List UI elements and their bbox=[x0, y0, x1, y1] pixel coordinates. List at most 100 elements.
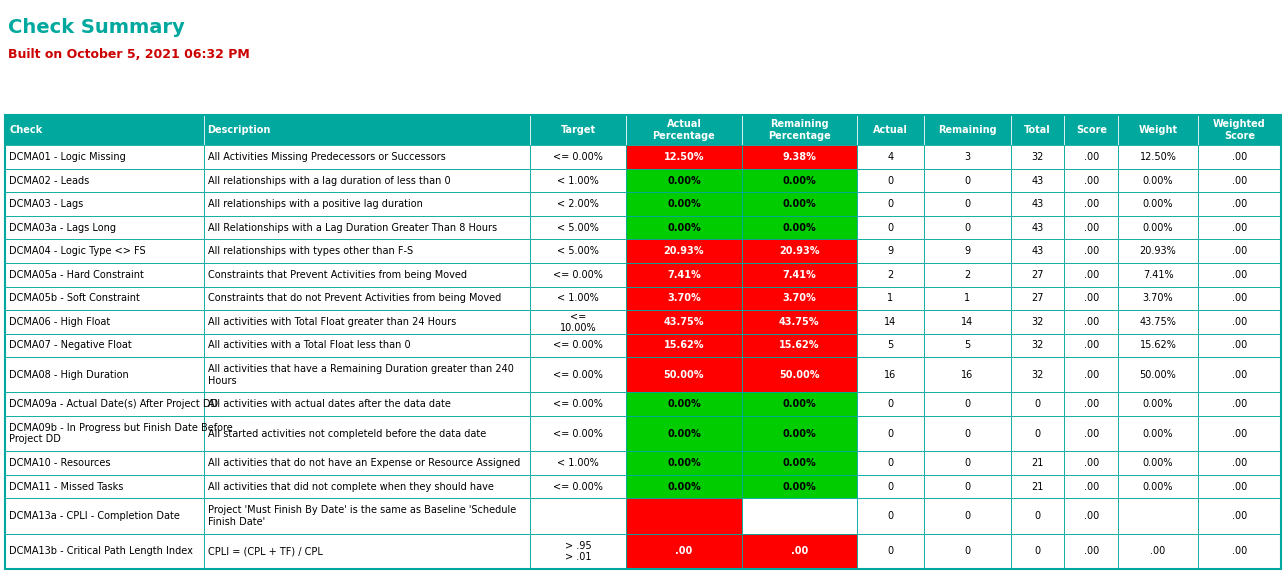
Text: .00: .00 bbox=[1231, 429, 1247, 439]
Bar bbox=[1118, 333, 1198, 357]
Text: .00: .00 bbox=[1231, 546, 1247, 556]
Bar bbox=[856, 115, 923, 146]
Text: 0: 0 bbox=[1035, 546, 1040, 556]
Bar bbox=[742, 499, 856, 533]
Bar bbox=[856, 263, 923, 286]
Text: DCMA02 - Leads: DCMA02 - Leads bbox=[9, 175, 90, 186]
Text: .00: .00 bbox=[1084, 317, 1099, 327]
Bar bbox=[5, 416, 204, 452]
Text: .00: .00 bbox=[1084, 399, 1099, 409]
Text: 20.93%: 20.93% bbox=[779, 246, 819, 256]
Bar bbox=[1118, 393, 1198, 416]
Text: 0: 0 bbox=[964, 399, 971, 409]
Text: All relationships with types other than F-S: All relationships with types other than … bbox=[208, 246, 412, 256]
Text: 7.41%: 7.41% bbox=[1143, 270, 1174, 280]
Bar bbox=[627, 263, 742, 286]
Text: DCMA03a - Lags Long: DCMA03a - Lags Long bbox=[9, 223, 116, 233]
Bar bbox=[530, 286, 627, 310]
Bar bbox=[1118, 533, 1198, 569]
Bar bbox=[204, 333, 530, 357]
Text: All relationships with a lag duration of less than 0: All relationships with a lag duration of… bbox=[208, 175, 451, 186]
Bar bbox=[923, 393, 1011, 416]
Text: DCMA05a - Hard Constraint: DCMA05a - Hard Constraint bbox=[9, 270, 144, 280]
Text: .00: .00 bbox=[1231, 199, 1247, 209]
Text: 3: 3 bbox=[964, 152, 971, 162]
Bar bbox=[530, 146, 627, 169]
Bar bbox=[923, 240, 1011, 263]
Text: .00: .00 bbox=[1231, 458, 1247, 468]
Text: .00: .00 bbox=[1231, 317, 1247, 327]
Text: 0: 0 bbox=[1035, 429, 1040, 439]
Bar bbox=[627, 286, 742, 310]
Text: DCMA01 - Logic Missing: DCMA01 - Logic Missing bbox=[9, 152, 126, 162]
Bar bbox=[742, 357, 856, 393]
Bar bbox=[204, 452, 530, 475]
Text: 0.00%: 0.00% bbox=[782, 429, 817, 439]
Bar bbox=[530, 499, 627, 533]
Text: 9: 9 bbox=[887, 246, 894, 256]
Text: 0: 0 bbox=[887, 546, 894, 556]
Bar bbox=[1064, 193, 1118, 216]
Bar bbox=[1011, 286, 1064, 310]
Bar bbox=[1011, 146, 1064, 169]
Text: .00: .00 bbox=[1231, 152, 1247, 162]
Bar bbox=[856, 286, 923, 310]
Text: 0.00%: 0.00% bbox=[1143, 223, 1174, 233]
Bar bbox=[1064, 169, 1118, 193]
Text: 2: 2 bbox=[964, 270, 971, 280]
Bar bbox=[530, 169, 627, 193]
Text: 0: 0 bbox=[964, 458, 971, 468]
Bar bbox=[856, 169, 923, 193]
Text: DCMA03 - Lags: DCMA03 - Lags bbox=[9, 199, 83, 209]
Text: .00: .00 bbox=[1231, 370, 1247, 380]
Text: 20.93%: 20.93% bbox=[1140, 246, 1176, 256]
Text: 0.00%: 0.00% bbox=[782, 399, 817, 409]
Text: > .95
> .01: > .95 > .01 bbox=[565, 540, 592, 562]
Bar bbox=[1064, 393, 1118, 416]
Text: CPLI = (CPL + TF) / CPL: CPLI = (CPL + TF) / CPL bbox=[208, 546, 322, 556]
Text: All Activities Missing Predecessors or Successors: All Activities Missing Predecessors or S… bbox=[208, 152, 446, 162]
Bar bbox=[742, 475, 856, 499]
Bar bbox=[530, 333, 627, 357]
Bar bbox=[204, 310, 530, 333]
Bar bbox=[530, 263, 627, 286]
Text: 7.41%: 7.41% bbox=[782, 270, 817, 280]
Text: 0.00%: 0.00% bbox=[1143, 458, 1174, 468]
Text: Remaining
Percentage: Remaining Percentage bbox=[768, 119, 831, 141]
Text: 0.00%: 0.00% bbox=[668, 223, 701, 233]
Text: All activities that did not complete when they should have: All activities that did not complete whe… bbox=[208, 482, 493, 492]
Text: .00: .00 bbox=[1231, 293, 1247, 303]
Text: .00: .00 bbox=[1231, 246, 1247, 256]
Bar bbox=[1064, 240, 1118, 263]
Text: 21: 21 bbox=[1031, 458, 1044, 468]
Bar bbox=[1198, 416, 1281, 452]
Bar bbox=[204, 416, 530, 452]
Text: 43: 43 bbox=[1031, 246, 1044, 256]
Text: Total: Total bbox=[1025, 125, 1052, 135]
Text: <= 0.00%: <= 0.00% bbox=[553, 370, 603, 380]
Text: <= 0.00%: <= 0.00% bbox=[553, 482, 603, 492]
Text: DCMA10 - Resources: DCMA10 - Resources bbox=[9, 458, 110, 468]
Text: 0: 0 bbox=[964, 429, 971, 439]
Text: DCMA11 - Missed Tasks: DCMA11 - Missed Tasks bbox=[9, 482, 123, 492]
Bar bbox=[1118, 146, 1198, 169]
Bar bbox=[1198, 310, 1281, 333]
Text: 0: 0 bbox=[964, 175, 971, 186]
Text: .00: .00 bbox=[1231, 270, 1247, 280]
Bar bbox=[923, 146, 1011, 169]
Text: DCMA08 - High Duration: DCMA08 - High Duration bbox=[9, 370, 128, 380]
Text: 5: 5 bbox=[964, 340, 971, 350]
Bar bbox=[5, 499, 204, 533]
Bar bbox=[1011, 475, 1064, 499]
Text: DCMA13a - CPLI - Completion Date: DCMA13a - CPLI - Completion Date bbox=[9, 511, 180, 521]
Text: 0: 0 bbox=[964, 511, 971, 521]
Text: 0.00%: 0.00% bbox=[782, 458, 817, 468]
Bar bbox=[530, 357, 627, 393]
Bar bbox=[5, 263, 204, 286]
Bar bbox=[856, 416, 923, 452]
Bar bbox=[5, 310, 204, 333]
Text: .00: .00 bbox=[1231, 399, 1247, 409]
Text: 15.62%: 15.62% bbox=[1140, 340, 1176, 350]
Text: .00: .00 bbox=[1084, 511, 1099, 521]
Bar bbox=[1011, 310, 1064, 333]
